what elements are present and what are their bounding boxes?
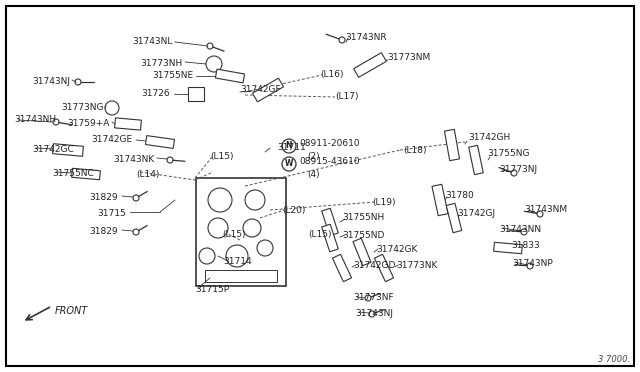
Text: 31755ND: 31755ND — [342, 231, 385, 241]
Text: 31715: 31715 — [97, 209, 126, 218]
Polygon shape — [332, 254, 351, 282]
Text: (4): (4) — [307, 170, 319, 179]
Text: 31742GH: 31742GH — [468, 134, 510, 142]
Text: W: W — [285, 160, 293, 169]
Text: 31773NJ: 31773NJ — [499, 166, 537, 174]
Text: (L18): (L18) — [403, 145, 426, 154]
Text: 3 7000.: 3 7000. — [598, 355, 630, 364]
Polygon shape — [493, 242, 522, 254]
Polygon shape — [72, 168, 100, 180]
Polygon shape — [353, 238, 371, 266]
Text: (L15): (L15) — [308, 230, 332, 238]
Polygon shape — [444, 129, 460, 161]
Text: 31755NE: 31755NE — [152, 71, 193, 80]
Text: (L14): (L14) — [136, 170, 159, 179]
Text: 31780: 31780 — [445, 192, 474, 201]
Text: 31743NL: 31743NL — [132, 38, 173, 46]
Text: 31773NM: 31773NM — [387, 54, 430, 62]
Text: 31759+A: 31759+A — [68, 119, 110, 128]
Text: 31742GJ: 31742GJ — [457, 209, 495, 218]
Text: 31714: 31714 — [223, 257, 252, 266]
Text: 31715P: 31715P — [195, 285, 229, 295]
Polygon shape — [322, 208, 339, 236]
Text: 31829: 31829 — [90, 228, 118, 237]
Text: 31773NH: 31773NH — [141, 60, 183, 68]
Text: (2): (2) — [307, 151, 319, 160]
Text: 31742GK: 31742GK — [376, 246, 417, 254]
Text: (L15): (L15) — [210, 153, 234, 161]
Text: 31726: 31726 — [141, 90, 170, 99]
Polygon shape — [145, 136, 175, 148]
Text: 31743NJ: 31743NJ — [32, 77, 70, 87]
Text: N: N — [285, 141, 292, 151]
Polygon shape — [253, 78, 284, 102]
Polygon shape — [374, 254, 394, 282]
Text: 31743NM: 31743NM — [524, 205, 567, 215]
Text: (L20): (L20) — [282, 205, 305, 215]
Text: 31773NK: 31773NK — [396, 262, 437, 270]
Text: 31755NC: 31755NC — [52, 170, 93, 179]
Text: 31743NJ: 31743NJ — [355, 310, 393, 318]
Text: 31743NP: 31743NP — [512, 260, 553, 269]
Text: 31742GC: 31742GC — [32, 145, 74, 154]
Text: FRONT: FRONT — [55, 306, 88, 316]
Text: 31773NG: 31773NG — [61, 103, 104, 112]
Polygon shape — [115, 118, 141, 130]
Text: 31742GF: 31742GF — [240, 86, 280, 94]
Text: (L16): (L16) — [320, 70, 344, 78]
Text: 08911-20610: 08911-20610 — [299, 140, 360, 148]
Polygon shape — [188, 87, 204, 101]
Bar — [205, 270, 277, 282]
Text: 31742GE: 31742GE — [91, 135, 132, 144]
Text: 31743NK: 31743NK — [114, 155, 155, 164]
Polygon shape — [468, 145, 483, 174]
Polygon shape — [446, 203, 461, 232]
Text: (L19): (L19) — [372, 198, 396, 206]
Text: 31773NF: 31773NF — [353, 294, 394, 302]
Text: (L17): (L17) — [335, 93, 358, 102]
Polygon shape — [216, 69, 244, 83]
Text: 31829: 31829 — [90, 193, 118, 202]
Text: 31755NG: 31755NG — [487, 150, 529, 158]
Text: 31711: 31711 — [277, 144, 306, 153]
Text: 31742GD: 31742GD — [353, 262, 396, 270]
Text: 31755NH: 31755NH — [342, 214, 384, 222]
Text: 31743NN: 31743NN — [499, 225, 541, 234]
Polygon shape — [432, 184, 448, 216]
Text: 31833: 31833 — [511, 241, 540, 250]
Text: 08915-43610: 08915-43610 — [299, 157, 360, 167]
Text: 31743NH: 31743NH — [14, 115, 56, 125]
Bar — [196, 178, 286, 286]
Polygon shape — [52, 144, 83, 156]
Polygon shape — [322, 224, 339, 252]
Text: 31743NR: 31743NR — [345, 33, 387, 42]
Polygon shape — [354, 53, 387, 77]
Text: (L15): (L15) — [222, 230, 246, 238]
